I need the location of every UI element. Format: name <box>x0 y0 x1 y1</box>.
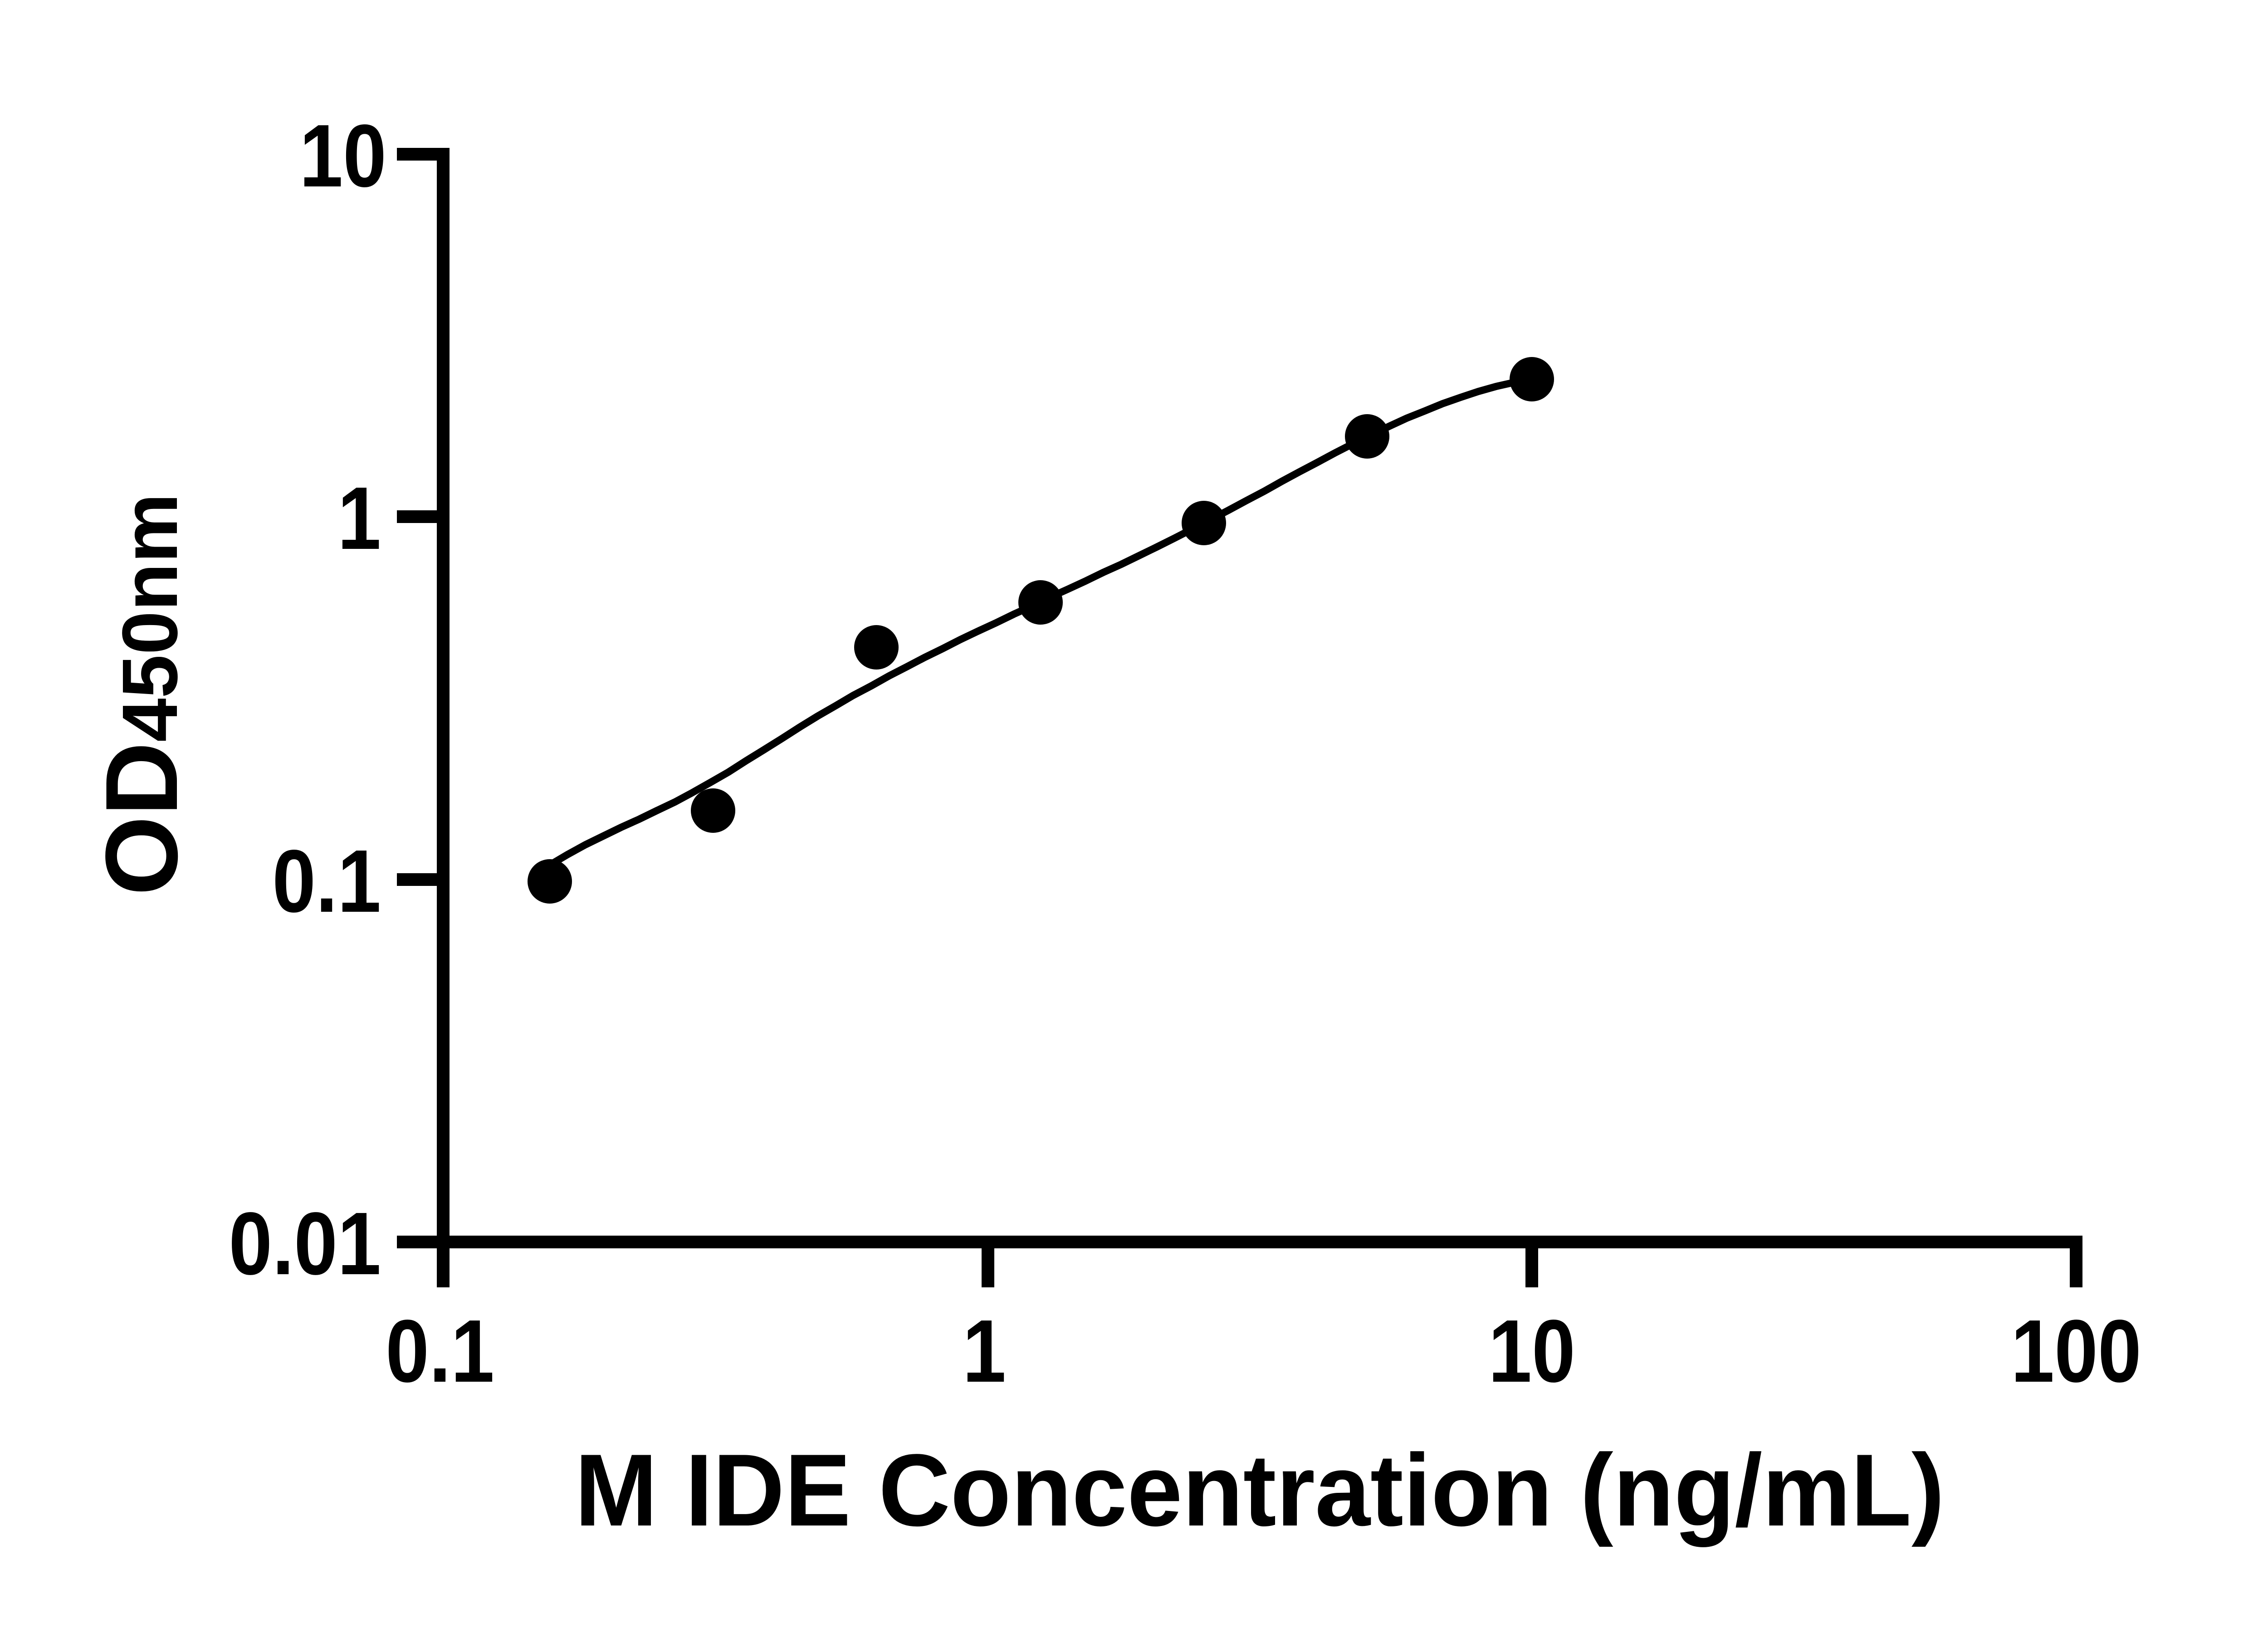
svg-text:1: 1 <box>963 1302 1006 1401</box>
svg-text:0.1: 0.1 <box>386 1302 494 1401</box>
svg-text:OD450nm: OD450nm <box>84 493 199 895</box>
svg-text:M IDE Concentration (ng/mL): M IDE Concentration (ng/mL) <box>575 1433 1945 1548</box>
svg-text:1: 1 <box>337 469 381 568</box>
svg-text:0.1: 0.1 <box>272 832 381 931</box>
svg-text:100: 100 <box>2011 1302 2141 1401</box>
svg-text:10: 10 <box>1488 1302 1575 1401</box>
svg-text:0.01: 0.01 <box>229 1194 381 1294</box>
svg-text:10: 10 <box>299 107 386 206</box>
